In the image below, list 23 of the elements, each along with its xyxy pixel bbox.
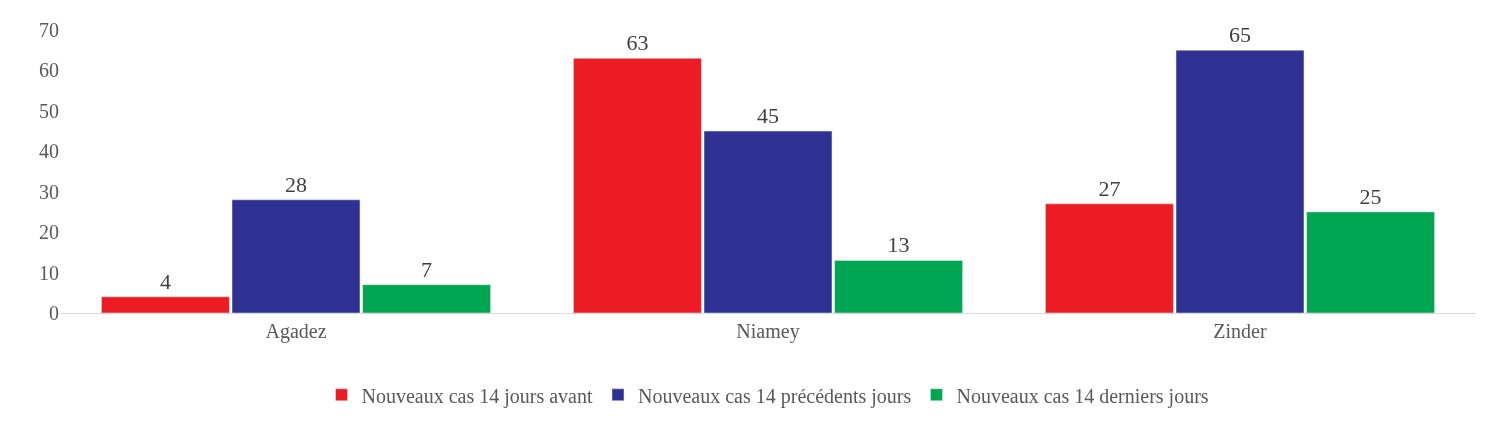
x-tick-label: Niamey (736, 320, 800, 343)
y-tick-label: 60 (39, 59, 59, 82)
y-tick-label: 70 (39, 19, 59, 41)
y-tick-label: 40 (39, 140, 59, 163)
data-label: 25 (1359, 183, 1382, 209)
data-label: 13 (887, 232, 910, 258)
data-label: 27 (1098, 175, 1121, 201)
y-tick-label: 0 (49, 302, 59, 324)
legend-label: Nouveaux cas 14 derniers jours (956, 384, 1209, 408)
y-tick-label: 30 (39, 180, 59, 203)
data-label: 65 (1229, 22, 1251, 48)
y-tick-label: 50 (39, 99, 59, 122)
legend-label: Nouveaux cas 14 précédents jours (637, 384, 912, 408)
y-tick-label: 10 (39, 261, 59, 284)
x-tick-label: Zinder (1213, 320, 1267, 342)
y-tick-label: 20 (39, 221, 59, 244)
data-label: 4 (159, 268, 171, 294)
data-label: 45 (757, 103, 779, 129)
data-label: 7 (421, 256, 433, 282)
data-label: 28 (285, 171, 307, 197)
legend-label: Nouveaux cas 14 jours avant (361, 384, 593, 408)
x-tick-label: Agadez (265, 320, 327, 343)
data-label: 63 (626, 30, 649, 56)
